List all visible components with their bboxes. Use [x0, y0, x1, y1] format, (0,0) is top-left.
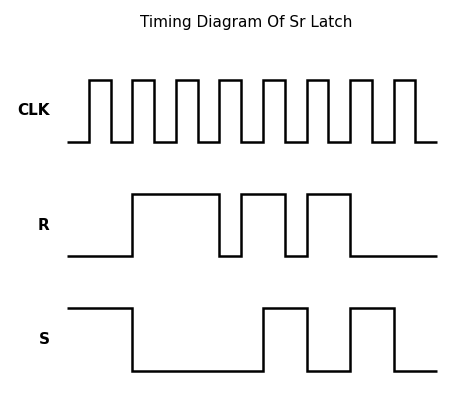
Text: CLK: CLK	[17, 103, 50, 118]
Text: R: R	[38, 218, 50, 233]
Title: Timing Diagram Of Sr Latch: Timing Diagram Of Sr Latch	[140, 15, 353, 30]
Text: S: S	[38, 332, 50, 347]
